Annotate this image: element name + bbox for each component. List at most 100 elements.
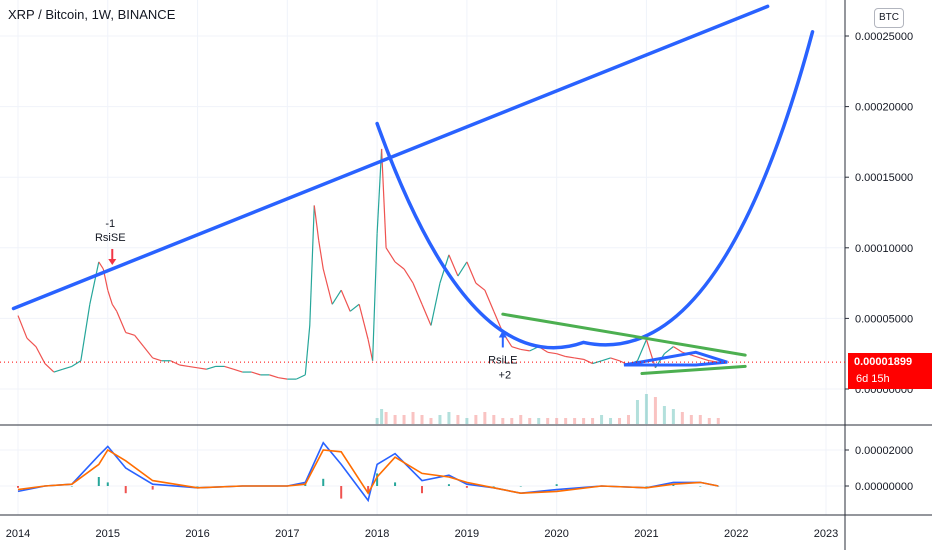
volume-bar: [591, 418, 595, 424]
volume-bar: [582, 418, 586, 424]
price-segment: [484, 289, 495, 312]
price-segment: [583, 358, 593, 365]
volume-bar: [501, 418, 505, 424]
price-segment: [565, 355, 575, 359]
price-segment: [111, 303, 118, 312]
volume-bar: [429, 418, 433, 424]
price-segment: [466, 261, 477, 284]
x-tick-label: 2021: [634, 528, 658, 540]
volume-bar: [573, 418, 577, 424]
signal-annotations: -1 RsiSE RsiLE +2: [95, 218, 517, 381]
volume-bar: [600, 415, 604, 424]
histogram-bar: [196, 486, 199, 487]
volume-bar: [689, 415, 693, 424]
price-segment: [421, 304, 432, 326]
pennant: [623, 350, 728, 367]
price-segment: [296, 374, 306, 380]
chart-title: XRP / Bitcoin, 1W, BINANCE: [8, 7, 176, 22]
oscillator-line: [17, 448, 719, 495]
price-segment: [673, 346, 683, 353]
price-segment: [304, 325, 311, 375]
histogram-bar: [322, 478, 325, 486]
price-segment: [664, 346, 674, 355]
volume-bar: [456, 415, 460, 424]
price-series: [17, 148, 719, 380]
volume-bar: [528, 418, 532, 424]
price-segment: [206, 365, 216, 370]
price-segment: [520, 348, 530, 352]
price-segment: [179, 364, 189, 368]
price-segment: [44, 363, 55, 373]
histogram-bar: [672, 484, 675, 486]
price-segment: [556, 353, 566, 358]
price-segment: [636, 339, 647, 361]
volume-bar: [618, 418, 622, 424]
price-segment: [547, 351, 557, 355]
price-segment: [601, 357, 611, 362]
volume-bar: [626, 415, 630, 424]
volume-bar: [680, 412, 684, 424]
volume-bar: [546, 418, 550, 424]
volume-bar: [698, 415, 702, 424]
macd-panel: [17, 441, 720, 503]
histogram-bar: [97, 477, 100, 486]
volume-bar: [474, 415, 478, 424]
histogram-bar: [17, 486, 19, 488]
price-segment: [170, 360, 180, 366]
histogram-bar: [519, 486, 522, 487]
price-segment: [318, 240, 324, 270]
x-tick-label: 2022: [724, 528, 748, 540]
y-tick-label: 0.00020000: [855, 102, 913, 114]
histogram-bar: [124, 486, 127, 494]
volume-bar: [510, 418, 514, 424]
price-segment: [116, 311, 127, 333]
price-segment: [313, 205, 320, 241]
x-tick-label: 2020: [544, 528, 568, 540]
x-tick-label: 2017: [275, 528, 299, 540]
volume-bar: [393, 415, 397, 424]
last-price: 0.00001899: [854, 356, 913, 368]
price-segment: [322, 268, 333, 305]
price-segment: [17, 315, 28, 339]
x-tick-label: 2023: [814, 528, 838, 540]
price-segment: [349, 303, 360, 312]
price-segment: [448, 254, 459, 277]
price-segment: [278, 377, 288, 380]
volume-bar: [519, 415, 523, 424]
drawings: [11, 4, 815, 375]
triangle-upper: [501, 312, 747, 357]
volume-bar: [492, 415, 496, 424]
signal-label: RsiSE: [95, 232, 126, 244]
currency-badge[interactable]: BTC: [874, 8, 904, 28]
signal-label: +2: [499, 369, 512, 381]
volume-bar: [483, 412, 487, 424]
price-segment: [381, 148, 387, 248]
volume-bar: [375, 418, 379, 424]
price-segment: [188, 365, 198, 369]
histogram-bar: [151, 486, 154, 490]
price-segment: [62, 365, 73, 370]
histogram-bar: [645, 486, 648, 487]
volume-bars: [375, 394, 720, 424]
price-segment: [26, 337, 37, 348]
price-segment: [358, 304, 369, 340]
histogram-bar: [421, 486, 423, 494]
price-segment: [53, 368, 64, 373]
volume-bar: [420, 415, 424, 424]
price-segment: [691, 354, 701, 359]
histogram-bar: [340, 486, 343, 499]
price-segment: [98, 261, 104, 270]
histogram-bar: [465, 486, 468, 488]
price-segment: [251, 371, 261, 376]
price-segment: [610, 357, 620, 362]
price-segment: [367, 339, 374, 361]
price-segment: [134, 334, 145, 348]
volume-bar: [380, 409, 384, 424]
volume-bar: [644, 394, 648, 424]
signal-arrow-head: [498, 330, 507, 338]
x-tick-label: 2014: [6, 528, 30, 540]
